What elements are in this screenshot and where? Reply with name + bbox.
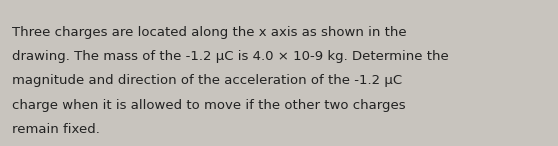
Text: drawing. The mass of the -1.2 μC is 4.0 × 10-9 kg. Determine the: drawing. The mass of the -1.2 μC is 4.0 … xyxy=(12,50,449,63)
Text: charge when it is allowed to move if the other two charges: charge when it is allowed to move if the… xyxy=(12,99,406,112)
Text: magnitude and direction of the acceleration of the -1.2 μC: magnitude and direction of the accelerat… xyxy=(12,74,402,87)
Text: remain fixed.: remain fixed. xyxy=(12,123,100,136)
Text: Three charges are located along the x axis as shown in the: Three charges are located along the x ax… xyxy=(12,26,407,39)
